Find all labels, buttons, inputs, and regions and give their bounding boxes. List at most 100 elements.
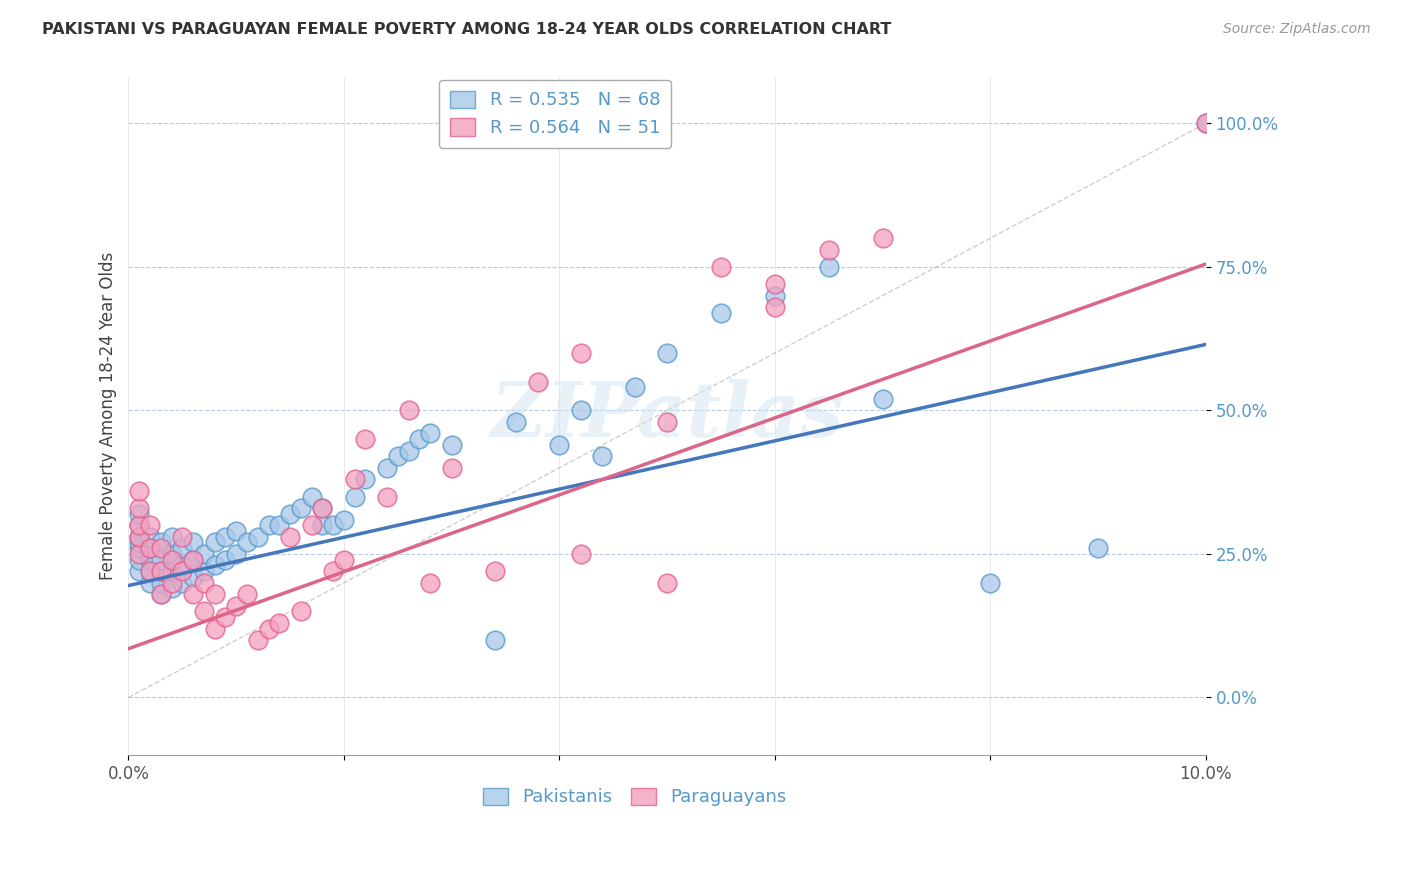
Point bbox=[269, 518, 291, 533]
Point bbox=[1087, 541, 1109, 556]
Point bbox=[139, 541, 162, 556]
Point bbox=[375, 460, 398, 475]
Point bbox=[181, 552, 204, 566]
Point bbox=[527, 375, 550, 389]
Text: ZIPatlas: ZIPatlas bbox=[491, 379, 844, 453]
Point bbox=[160, 552, 183, 566]
Point bbox=[128, 547, 150, 561]
Point bbox=[440, 460, 463, 475]
Point bbox=[763, 300, 786, 314]
Point bbox=[655, 415, 678, 429]
Point bbox=[160, 575, 183, 590]
Point bbox=[172, 575, 194, 590]
Point bbox=[710, 306, 733, 320]
Point bbox=[193, 575, 215, 590]
Point bbox=[979, 575, 1001, 590]
Point bbox=[149, 587, 172, 601]
Point bbox=[655, 575, 678, 590]
Point bbox=[440, 438, 463, 452]
Point bbox=[128, 535, 150, 549]
Point bbox=[236, 587, 259, 601]
Point bbox=[128, 518, 150, 533]
Point bbox=[246, 530, 269, 544]
Point bbox=[322, 518, 344, 533]
Point bbox=[484, 564, 506, 578]
Point bbox=[160, 564, 183, 578]
Point bbox=[225, 599, 247, 613]
Point bbox=[128, 530, 150, 544]
Point bbox=[872, 392, 894, 406]
Point bbox=[193, 547, 215, 561]
Point bbox=[343, 490, 366, 504]
Point bbox=[569, 403, 592, 417]
Point bbox=[505, 415, 527, 429]
Point bbox=[128, 541, 150, 556]
Point bbox=[139, 541, 162, 556]
Point bbox=[172, 541, 194, 556]
Point bbox=[204, 587, 226, 601]
Point bbox=[181, 587, 204, 601]
Point bbox=[419, 426, 441, 441]
Point bbox=[128, 501, 150, 516]
Point bbox=[172, 558, 194, 573]
Point bbox=[419, 575, 441, 590]
Point bbox=[204, 535, 226, 549]
Point bbox=[128, 483, 150, 498]
Point bbox=[139, 552, 162, 566]
Point bbox=[139, 518, 162, 533]
Point bbox=[375, 490, 398, 504]
Point bbox=[333, 512, 356, 526]
Point bbox=[269, 615, 291, 630]
Point bbox=[301, 518, 323, 533]
Point bbox=[817, 243, 839, 257]
Point bbox=[592, 450, 614, 464]
Y-axis label: Female Poverty Among 18-24 Year Olds: Female Poverty Among 18-24 Year Olds bbox=[100, 252, 117, 581]
Point bbox=[484, 633, 506, 648]
Point bbox=[214, 610, 236, 624]
Point bbox=[139, 564, 162, 578]
Point bbox=[343, 472, 366, 486]
Point bbox=[149, 575, 172, 590]
Point bbox=[311, 501, 333, 516]
Point bbox=[214, 530, 236, 544]
Point bbox=[278, 507, 301, 521]
Point bbox=[193, 564, 215, 578]
Point bbox=[569, 346, 592, 360]
Point bbox=[149, 564, 172, 578]
Point bbox=[872, 231, 894, 245]
Point bbox=[322, 564, 344, 578]
Point bbox=[214, 552, 236, 566]
Point bbox=[311, 518, 333, 533]
Point bbox=[128, 530, 150, 544]
Point bbox=[193, 604, 215, 618]
Point bbox=[257, 518, 280, 533]
Point bbox=[225, 524, 247, 538]
Point bbox=[246, 633, 269, 648]
Point bbox=[548, 438, 571, 452]
Point bbox=[387, 450, 409, 464]
Point bbox=[354, 472, 377, 486]
Point bbox=[1195, 116, 1218, 130]
Point bbox=[181, 570, 204, 584]
Point bbox=[278, 530, 301, 544]
Point bbox=[181, 552, 204, 566]
Point bbox=[172, 564, 194, 578]
Point bbox=[398, 403, 420, 417]
Point bbox=[290, 501, 312, 516]
Point bbox=[569, 547, 592, 561]
Point bbox=[763, 277, 786, 292]
Point bbox=[624, 380, 647, 394]
Point bbox=[172, 530, 194, 544]
Point bbox=[257, 622, 280, 636]
Point bbox=[204, 558, 226, 573]
Point bbox=[311, 501, 333, 516]
Point bbox=[128, 564, 150, 578]
Point bbox=[160, 582, 183, 596]
Text: Source: ZipAtlas.com: Source: ZipAtlas.com bbox=[1223, 22, 1371, 37]
Point bbox=[236, 535, 259, 549]
Point bbox=[398, 443, 420, 458]
Point bbox=[149, 541, 172, 556]
Point bbox=[710, 260, 733, 274]
Point bbox=[128, 518, 150, 533]
Point bbox=[225, 547, 247, 561]
